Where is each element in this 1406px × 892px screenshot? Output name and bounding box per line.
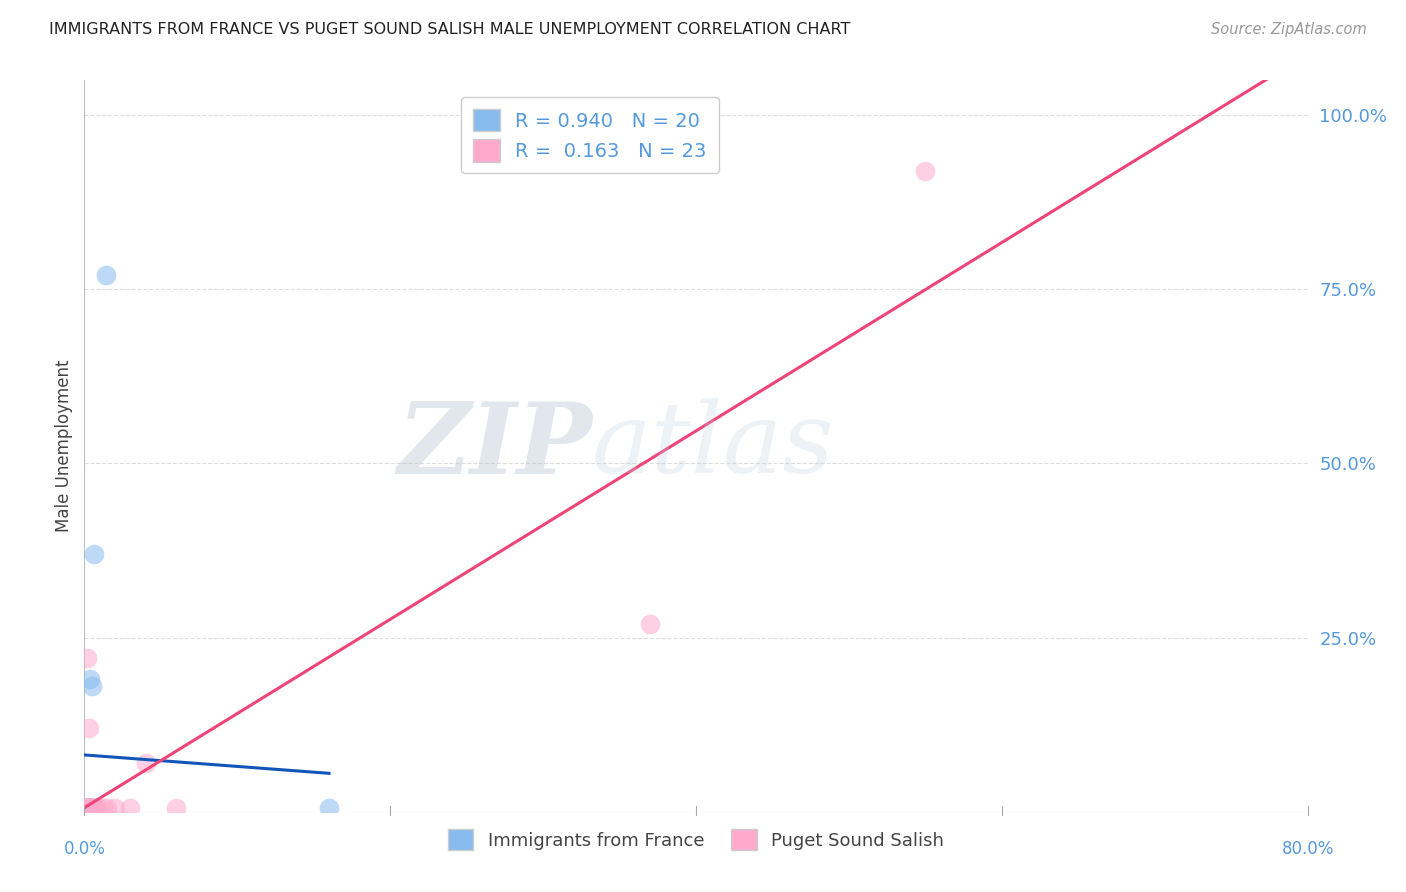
Point (79, 801, 101, 815)
Point (80, 801, 103, 815)
Point (83, 547, 105, 561)
Point (77, 801, 100, 815)
Point (80, 801, 103, 815)
Point (94, 268, 117, 283)
Point (77, 721, 100, 735)
Point (318, 801, 340, 815)
Point (96, 801, 118, 815)
Point (79, 801, 101, 815)
Point (91, 801, 114, 815)
Point (76, 801, 98, 815)
Point (76, 801, 98, 815)
Point (84, 801, 107, 815)
Point (84, 801, 107, 815)
Point (83, 801, 105, 815)
Point (79, 673, 101, 687)
Point (79, 801, 101, 815)
Point (77, 801, 100, 815)
Point (914, 164, 936, 178)
Point (77, 801, 100, 815)
Point (77, 801, 100, 815)
Text: 0.0%: 0.0% (63, 839, 105, 857)
Point (76, 801, 98, 815)
Point (80, 801, 103, 815)
Point (83, 801, 105, 815)
Point (104, 801, 127, 815)
Text: atlas: atlas (592, 399, 835, 493)
Point (80, 801, 103, 815)
Point (165, 801, 187, 815)
Point (76, 651, 98, 665)
Point (135, 756, 157, 770)
Text: 80.0%: 80.0% (1281, 839, 1334, 857)
Point (77, 801, 100, 815)
Point (75, 801, 97, 815)
Point (86, 801, 108, 815)
Point (75, 801, 97, 815)
Text: ZIP: ZIP (396, 398, 592, 494)
Point (120, 801, 142, 815)
Text: IMMIGRANTS FROM FRANCE VS PUGET SOUND SALISH MALE UNEMPLOYMENT CORRELATION CHART: IMMIGRANTS FROM FRANCE VS PUGET SOUND SA… (49, 22, 851, 37)
Point (79, 801, 101, 815)
Point (75, 801, 97, 815)
Text: Source: ZipAtlas.com: Source: ZipAtlas.com (1211, 22, 1367, 37)
Y-axis label: Male Unemployment: Male Unemployment (55, 359, 73, 533)
Point (80, 801, 103, 815)
Point (79, 801, 101, 815)
Point (75, 801, 97, 815)
Point (80, 679, 103, 693)
Point (638, 616, 661, 631)
Legend: Immigrants from France, Puget Sound Salish: Immigrants from France, Puget Sound Sali… (441, 822, 950, 857)
Point (77, 801, 100, 815)
